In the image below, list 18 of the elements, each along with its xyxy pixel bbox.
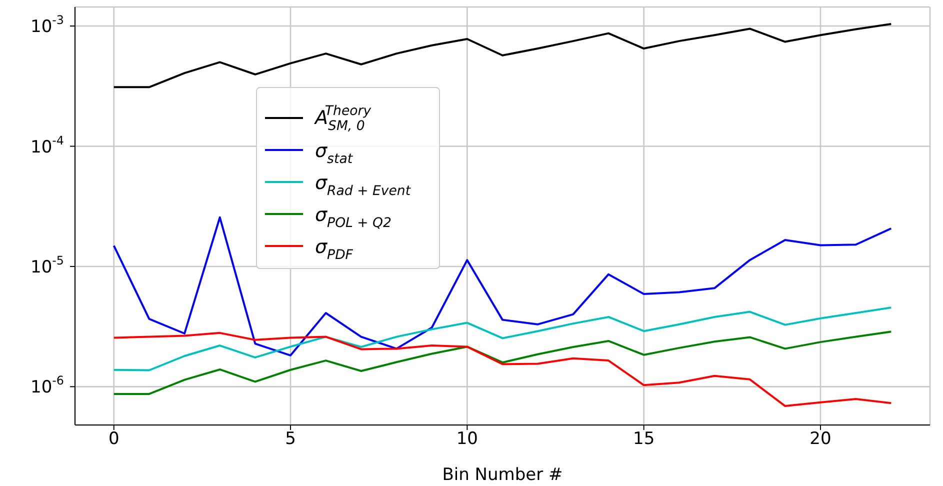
legend-label: σ$_{POL + Q2}$ (315, 204, 392, 231)
line-series (112, 332, 892, 408)
line-series (112, 22, 892, 88)
x-tick-label: 0 (108, 429, 120, 450)
x-axis-title: Bin Number # (442, 465, 563, 485)
x-tick-label: 15 (633, 429, 655, 450)
x-tick-label: 10 (456, 429, 478, 450)
x-tick-label: 5 (285, 429, 296, 450)
legend-label: σ$_{Rad + Event}$ (315, 172, 412, 199)
y-tick-label: 10$^{-4}$ (30, 134, 64, 158)
y-tick-label: 10$^{-6}$ (30, 374, 64, 398)
y-tick-label: 10$^{-5}$ (30, 254, 64, 278)
x-tick-label: 20 (810, 429, 832, 450)
legend-label: σ$_{stat}$ (315, 140, 354, 167)
y-tick-label: 10$^{-3}$ (30, 13, 64, 38)
line-series (112, 330, 892, 395)
legend-label: σ$_{PDF}$ (315, 236, 354, 263)
line-series (112, 306, 892, 372)
